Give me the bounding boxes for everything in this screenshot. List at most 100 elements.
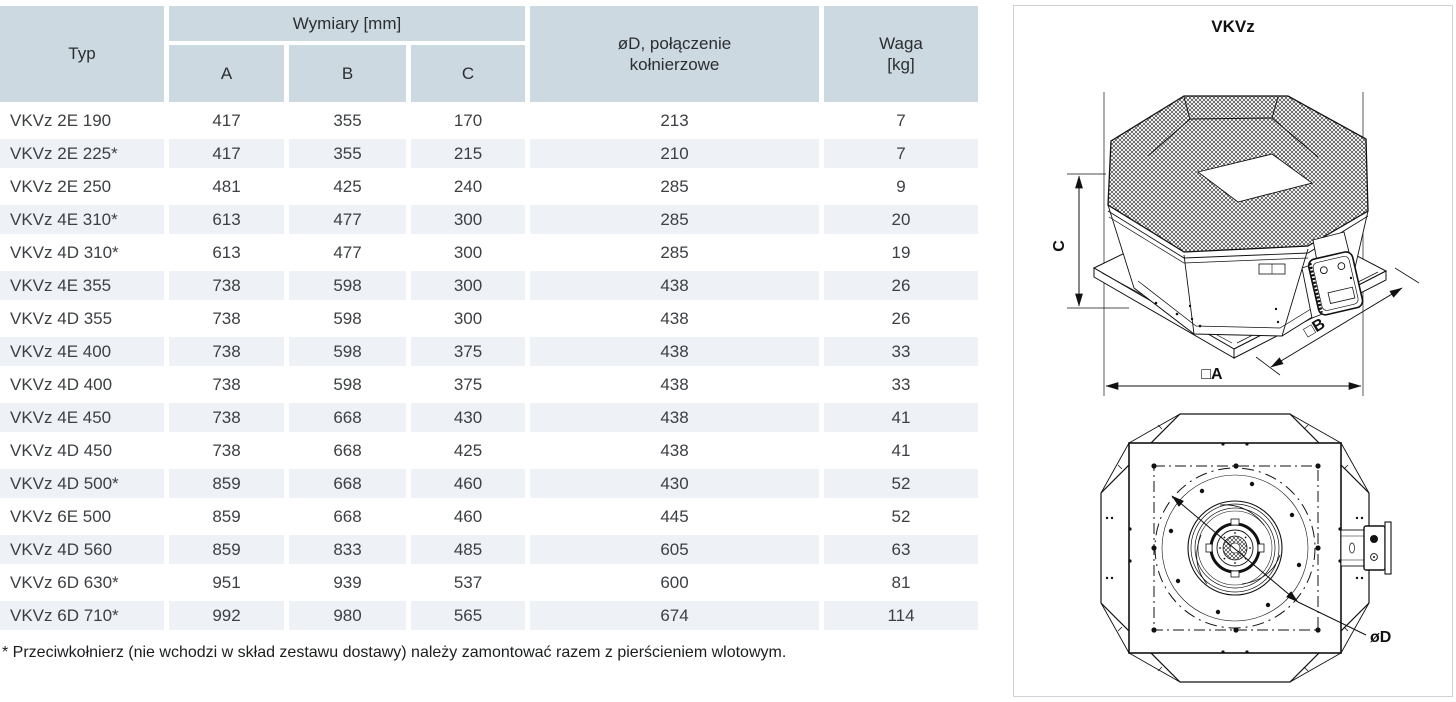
cell-typ: VKVz 2E 250 <box>0 172 164 201</box>
cell-dim-b: 833 <box>289 535 406 564</box>
cell-typ: VKVz 6E 500 <box>0 502 164 531</box>
cell-waga: 63 <box>824 535 978 564</box>
cell-dim-c: 430 <box>411 403 525 432</box>
cell-waga: 7 <box>824 139 978 168</box>
table-header: Typ Wymiary [mm] øD, połączenie kołnierz… <box>0 6 978 102</box>
table-row: VKVz 4D 400 738 598 375 438 33 <box>0 370 978 399</box>
cell-od: 605 <box>530 535 819 564</box>
cell-dim-c: 485 <box>411 535 525 564</box>
cell-dim-c: 300 <box>411 271 525 300</box>
cell-dim-b: 477 <box>289 205 406 234</box>
cell-od: 445 <box>530 502 819 531</box>
cell-typ: VKVz 6D 710* <box>0 601 164 630</box>
cell-dim-c: 375 <box>411 370 525 399</box>
iso-view: C □A □B <box>1051 92 1420 396</box>
footnote: * Przeciwkołnierz (nie wchodzi w skład z… <box>2 644 787 661</box>
cell-waga: 52 <box>824 469 978 498</box>
header-dim-c: C <box>411 45 525 102</box>
table-row: VKVz 4D 450 738 668 425 438 41 <box>0 436 978 465</box>
table-row: VKVz 4E 400 738 598 375 438 33 <box>0 337 978 366</box>
cell-typ: VKVz 4D 355 <box>0 304 164 333</box>
cell-dim-a: 738 <box>169 436 284 465</box>
cell-typ: VKVz 4E 450 <box>0 403 164 432</box>
table-row: VKVz 4E 450 738 668 430 438 41 <box>0 403 978 432</box>
table-row: VKVz 4D 310* 613 477 300 285 19 <box>0 238 978 267</box>
cell-dim-c: 300 <box>411 238 525 267</box>
cell-dim-a: 738 <box>169 304 284 333</box>
cell-dim-b: 477 <box>289 238 406 267</box>
table-row: VKVz 6D 630* 951 939 537 600 81 <box>0 568 978 597</box>
cell-dim-c: 460 <box>411 469 525 498</box>
dim-label-a: □A <box>1201 366 1223 383</box>
table-row: VKVz 2E 250 481 425 240 285 9 <box>0 172 978 201</box>
cell-od: 210 <box>530 139 819 168</box>
cell-dim-a: 613 <box>169 238 284 267</box>
cell-waga: 26 <box>824 304 978 333</box>
cell-typ: VKVz 4E 310* <box>0 205 164 234</box>
cell-od: 438 <box>530 403 819 432</box>
table-row: VKVz 4D 560 859 833 485 605 63 <box>0 535 978 564</box>
cell-dim-c: 170 <box>411 106 525 135</box>
dimension-c: C <box>1051 173 1129 309</box>
cell-dim-c: 300 <box>411 304 525 333</box>
cell-dim-c: 565 <box>411 601 525 630</box>
cell-od: 600 <box>530 568 819 597</box>
cell-typ: VKVz 6D 630* <box>0 568 164 597</box>
cell-dim-b: 939 <box>289 568 406 597</box>
cell-dim-c: 240 <box>411 172 525 201</box>
cell-waga: 9 <box>824 172 978 201</box>
table-row: VKVz 4D 355 738 598 300 438 26 <box>0 304 978 333</box>
grille-opening <box>1196 153 1314 203</box>
cell-dim-a: 738 <box>169 370 284 399</box>
dimensions-table: Typ Wymiary [mm] øD, połączenie kołnierz… <box>0 2 983 634</box>
cell-dim-b: 355 <box>289 106 406 135</box>
cell-dim-b: 668 <box>289 469 406 498</box>
cell-dim-a: 859 <box>169 502 284 531</box>
cell-dim-c: 460 <box>411 502 525 531</box>
cell-dim-b: 425 <box>289 172 406 201</box>
dimension-d: øD <box>1171 495 1391 646</box>
spec-table-section: Typ Wymiary [mm] øD, połączenie kołnierz… <box>0 2 995 662</box>
cell-dim-a: 859 <box>169 469 284 498</box>
cell-dim-c: 215 <box>411 139 525 168</box>
cell-dim-a: 992 <box>169 601 284 630</box>
cell-typ: VKVz 4D 400 <box>0 370 164 399</box>
header-dim-a: A <box>169 45 284 102</box>
header-waga: Waga [kg] <box>824 6 978 102</box>
header-typ: Typ <box>0 6 164 102</box>
table-row: VKVz 2E 190 417 355 170 213 7 <box>0 106 978 135</box>
technical-drawing: C □A □B <box>1051 92 1420 683</box>
cell-od: 674 <box>530 601 819 630</box>
header-dim-b: B <box>289 45 406 102</box>
table-row: VKVz 6D 710* 992 980 565 674 114 <box>0 601 978 630</box>
cell-typ: VKVz 4D 560 <box>0 535 164 564</box>
dim-label-d: øD <box>1370 629 1391 646</box>
cell-typ: VKVz 2E 225* <box>0 139 164 168</box>
cell-waga: 7 <box>824 106 978 135</box>
table-row: VKVz 4D 500* 859 668 460 430 52 <box>0 469 978 498</box>
cell-dim-b: 668 <box>289 436 406 465</box>
drawing-title: VKVz <box>1211 17 1255 36</box>
cell-dim-a: 613 <box>169 205 284 234</box>
cell-waga: 19 <box>824 238 978 267</box>
cell-dim-a: 738 <box>169 337 284 366</box>
cell-od: 438 <box>530 370 819 399</box>
header-od: øD, połączenie kołnierzowe <box>530 6 819 102</box>
cell-dim-c: 537 <box>411 568 525 597</box>
junction-box-bottom <box>1340 521 1392 575</box>
table-body: VKVz 2E 190 417 355 170 213 7 VKVz 2E 22… <box>0 106 978 630</box>
cell-typ: VKVz 4D 450 <box>0 436 164 465</box>
cell-typ: VKVz 4D 310* <box>0 238 164 267</box>
cell-dim-b: 668 <box>289 403 406 432</box>
table-row: VKVz 4E 355 738 598 300 438 26 <box>0 271 978 300</box>
cell-dim-a: 738 <box>169 403 284 432</box>
cell-typ: VKVz 4D 500* <box>0 469 164 498</box>
cell-dim-c: 425 <box>411 436 525 465</box>
cell-od: 438 <box>530 304 819 333</box>
cell-od: 213 <box>530 106 819 135</box>
cell-dim-b: 598 <box>289 337 406 366</box>
cell-dim-a: 859 <box>169 535 284 564</box>
cell-dim-a: 417 <box>169 106 284 135</box>
cell-od: 438 <box>530 436 819 465</box>
cell-waga: 41 <box>824 436 978 465</box>
